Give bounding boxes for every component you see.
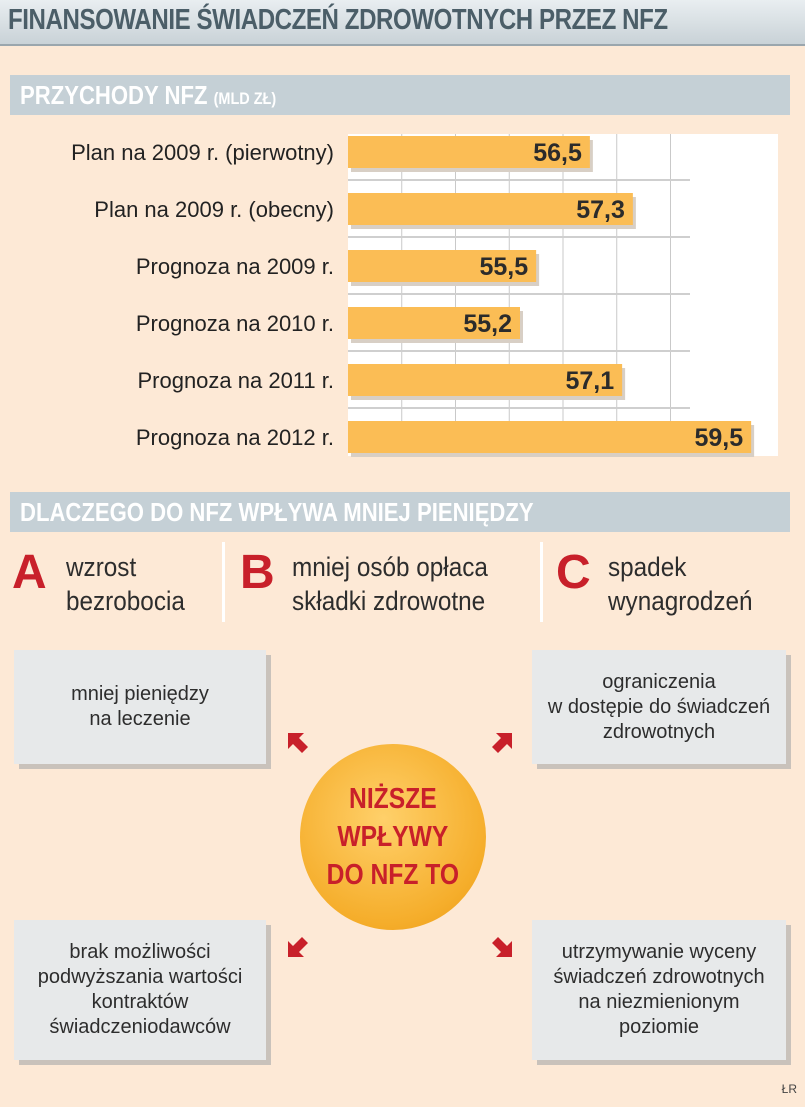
chart-bars bbox=[348, 136, 755, 457]
chart-category-labels: Plan na 2009 r. (pierwotny) Plan na 2009 … bbox=[71, 140, 334, 450]
arrow-down-right-icon bbox=[492, 937, 512, 957]
effect-box-top-right: ograniczenia w dostępie do świadczeń zdr… bbox=[532, 650, 786, 764]
reasons-section-header: DLACZEGO DO NFZ WPŁYWA MNIEJ PIENIĘDZY bbox=[10, 492, 790, 532]
chart-grid bbox=[348, 134, 690, 456]
revenue-section-title: PRZYCHODY NFZ bbox=[20, 80, 208, 110]
cause-c-text: spadek wynagrodzeń bbox=[608, 552, 753, 616]
center-text: NIŻSZE WPŁYWY DO NFZ TO bbox=[326, 783, 460, 891]
cause-a-text: wzrost bezrobocia bbox=[66, 552, 185, 616]
bar bbox=[348, 421, 752, 453]
center-circle: NIŻSZE WPŁYWY DO NFZ TO bbox=[300, 744, 486, 930]
effect-text: brak możliwości podwyższania wartości ko… bbox=[37, 941, 243, 1038]
effect-box-bottom-left: brak możliwości podwyższania wartości ko… bbox=[14, 920, 266, 1060]
cause-b-letter: B bbox=[240, 546, 275, 599]
arrow-up-left-icon bbox=[288, 733, 308, 753]
arrow-down-left-icon bbox=[288, 937, 308, 957]
category-label: Prognoza na 2012 r. bbox=[136, 425, 334, 450]
category-label: Prognoza na 2011 r. bbox=[137, 368, 334, 393]
effect-text: utrzymywanie wyceny świadczeń zdrowotnyc… bbox=[553, 941, 765, 1038]
main-title: FINANSOWANIE ŚWIADCZEŃ ZDROWOTNYCH PRZEZ… bbox=[8, 4, 668, 36]
bar bbox=[348, 364, 623, 396]
cause-divider bbox=[540, 542, 543, 622]
cause-a-letter: A bbox=[12, 546, 47, 599]
bar bbox=[348, 250, 537, 282]
value-label: 57,1 bbox=[565, 367, 614, 395]
category-label: Prognoza na 2010 r. bbox=[136, 311, 334, 336]
revenue-section-unit: (MLD ZŁ) bbox=[213, 89, 277, 108]
revenue-section-header: PRZYCHODY NFZ (MLD ZŁ) bbox=[10, 75, 790, 115]
chart-value-labels: 56,5 57,3 55,5 55,2 57,1 59,5 bbox=[463, 139, 743, 452]
bar bbox=[348, 193, 633, 225]
cause-divider bbox=[222, 542, 225, 622]
reasons-section-title: DLACZEGO DO NFZ WPŁYWA MNIEJ PIENIĘDZY bbox=[20, 497, 534, 527]
value-label: 55,5 bbox=[479, 253, 528, 281]
effect-box-bottom-right: utrzymywanie wyceny świadczeń zdrowotnyc… bbox=[532, 920, 786, 1060]
category-label: Plan na 2009 r. (obecny) bbox=[94, 197, 334, 222]
value-label: 56,5 bbox=[533, 139, 582, 167]
category-label: Plan na 2009 r. (pierwotny) bbox=[71, 140, 334, 165]
bar bbox=[348, 136, 590, 168]
effect-text: ograniczenia w dostępie do świadczeń zdr… bbox=[547, 670, 771, 743]
revenue-bar-chart: Plan na 2009 r. (pierwotny) Plan na 2009 … bbox=[71, 134, 778, 457]
bar bbox=[348, 307, 520, 339]
cause-b-text: mniej osób opłaca składki zdrowotne bbox=[292, 552, 488, 616]
arrow-up-right-icon bbox=[492, 733, 512, 753]
value-label: 55,2 bbox=[463, 310, 512, 338]
cause-c-letter: C bbox=[556, 546, 591, 599]
effect-text: mniej pieniędzy na leczenie bbox=[71, 683, 209, 730]
value-label: 57,3 bbox=[576, 196, 625, 224]
category-label: Prognoza na 2009 r. bbox=[136, 254, 334, 279]
credit: ŁR bbox=[781, 1082, 797, 1096]
effect-box-top-left: mniej pieniędzy na leczenie bbox=[14, 650, 266, 764]
value-label: 59,5 bbox=[694, 424, 743, 452]
main-title-bar: FINANSOWANIE ŚWIADCZEŃ ZDROWOTNYCH PRZEZ… bbox=[0, 0, 805, 46]
